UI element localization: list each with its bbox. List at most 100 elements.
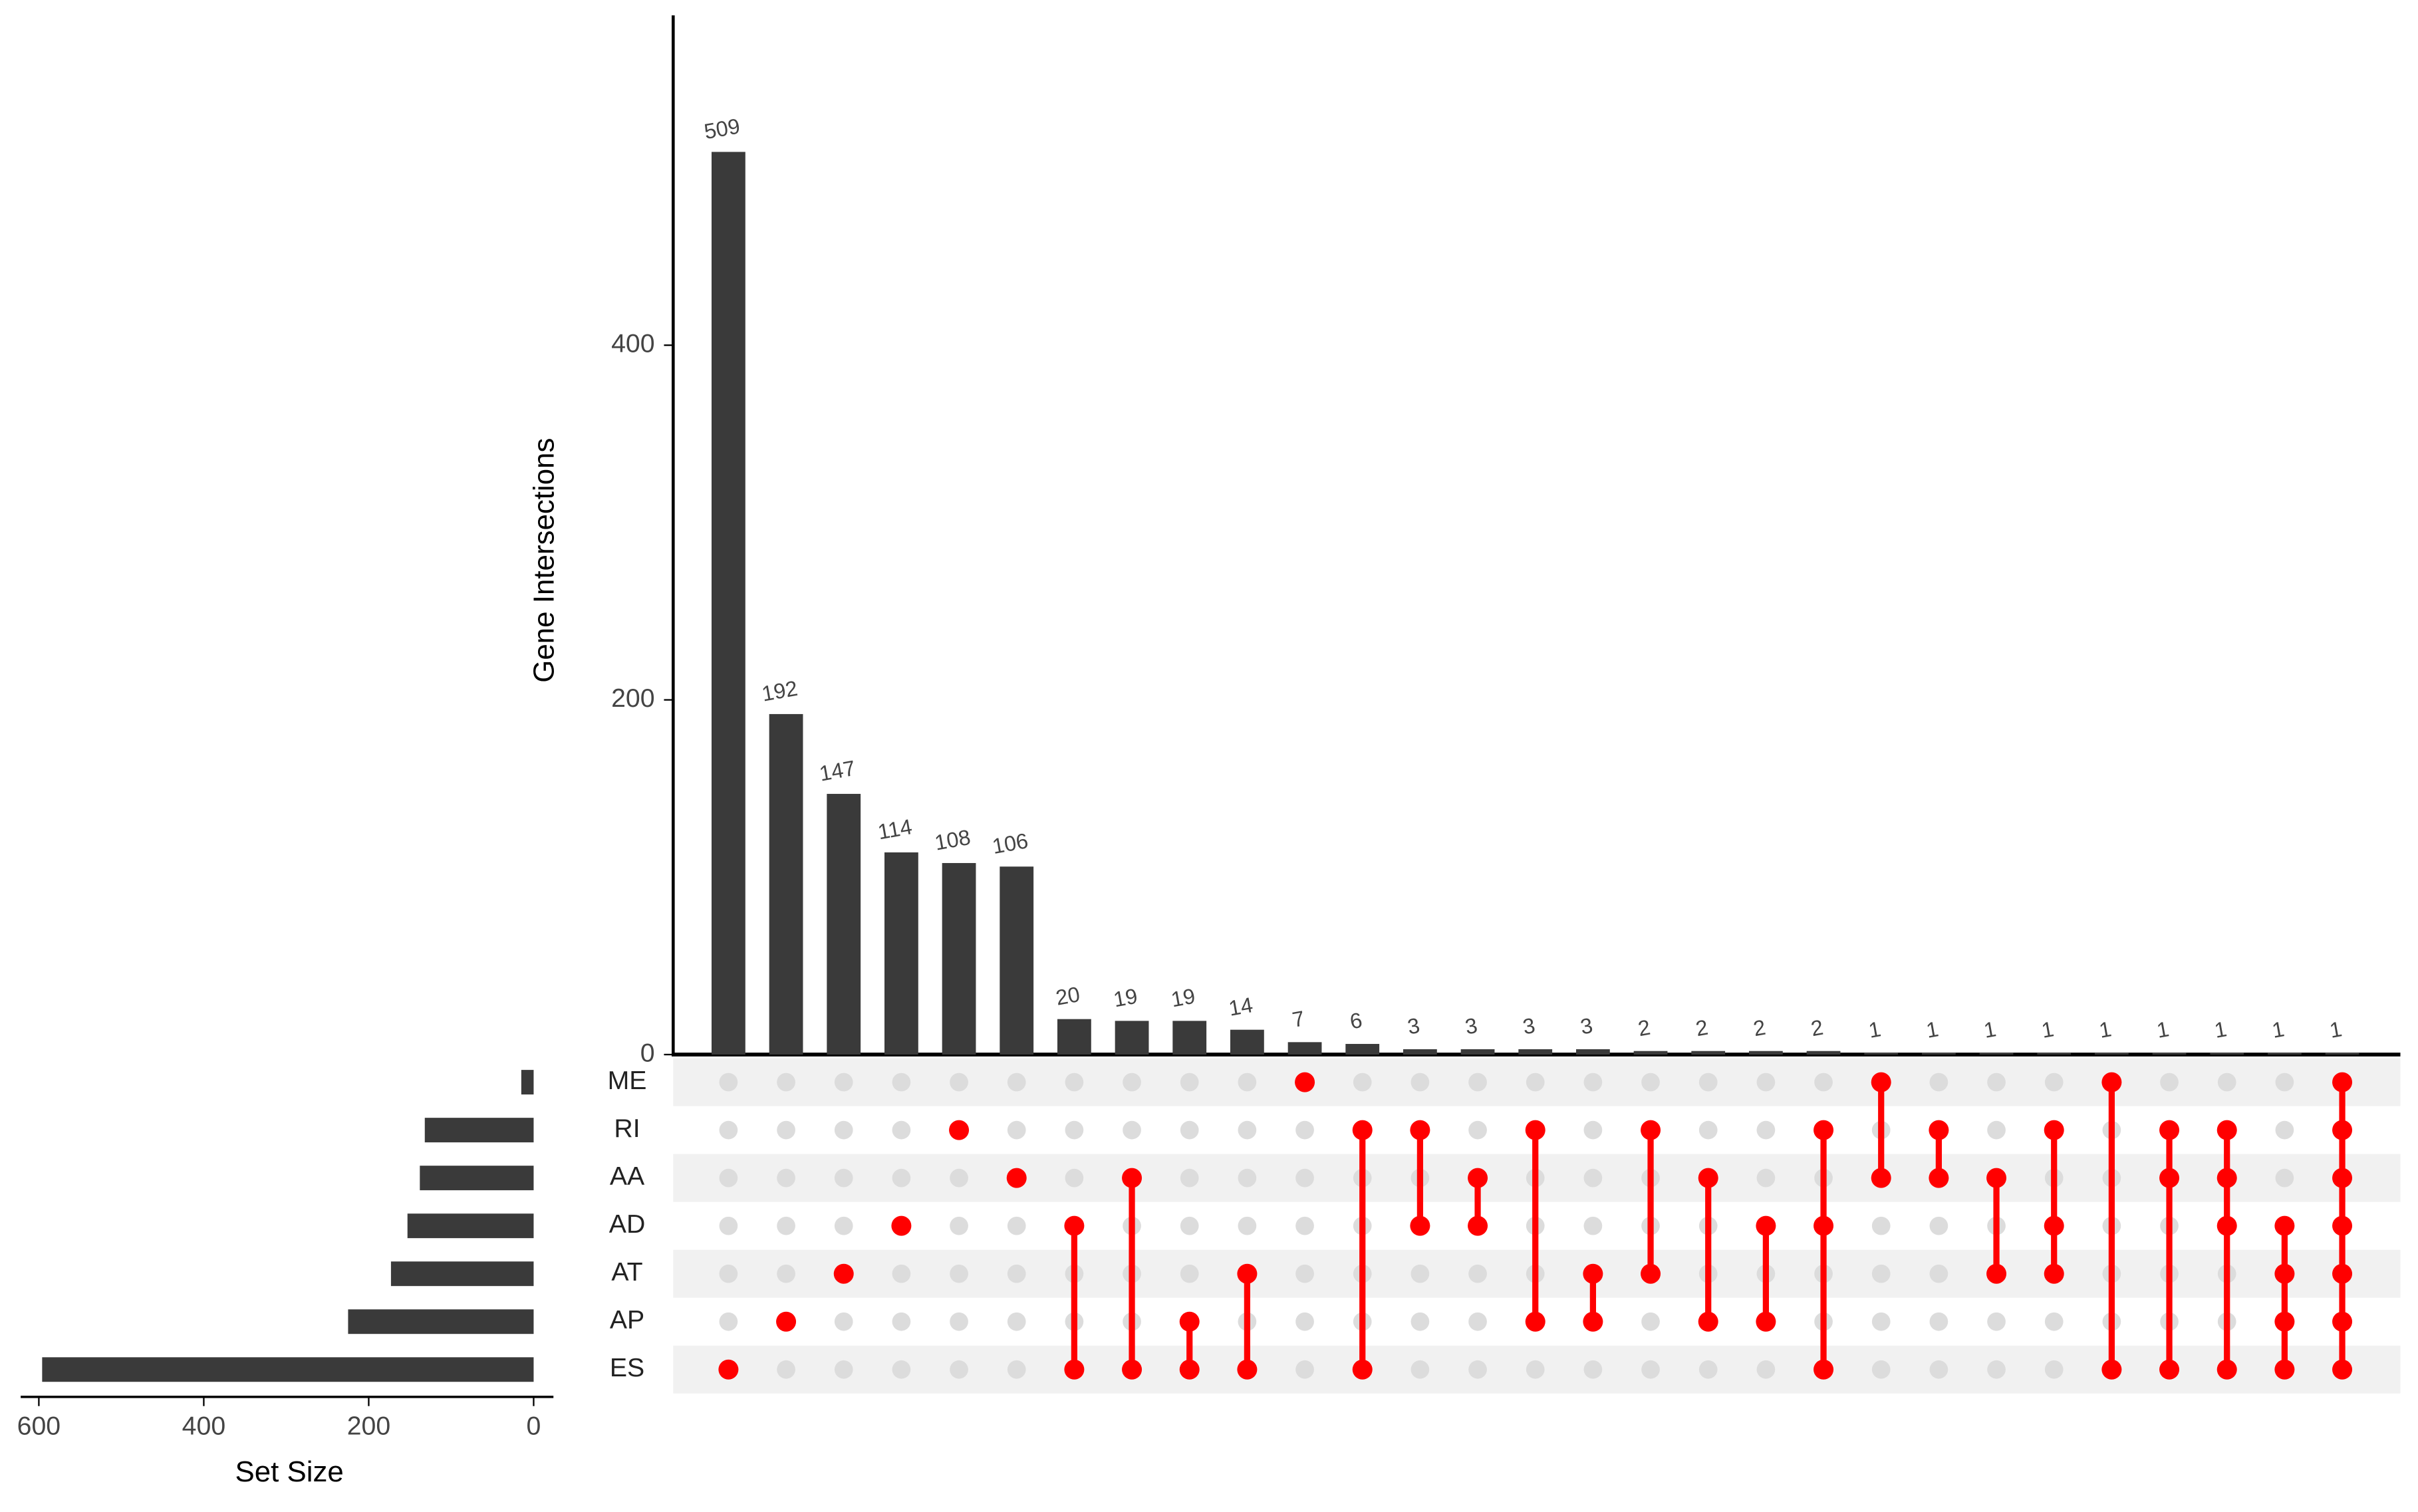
inactive-dot xyxy=(1007,1216,1026,1235)
inactive-dot xyxy=(1583,1072,1603,1092)
bar-value-label: 1 xyxy=(2155,1017,2171,1043)
intersection-bar xyxy=(1057,1019,1091,1055)
bar-value-label: 2 xyxy=(1809,1015,1825,1041)
inactive-dot xyxy=(2275,1168,2294,1188)
intersection-bar xyxy=(2094,1053,2129,1055)
inactive-dot xyxy=(719,1216,738,1235)
member-dot xyxy=(1179,1359,1200,1380)
member-dot xyxy=(2159,1120,2180,1140)
member-dot xyxy=(1410,1215,1430,1236)
member-dot xyxy=(1641,1263,1661,1284)
intersection-bar xyxy=(2037,1053,2072,1055)
bar-value-label: 2 xyxy=(1636,1015,1652,1041)
bar-value-label: 509 xyxy=(702,114,741,144)
member-dot xyxy=(2044,1215,2064,1236)
inactive-dot xyxy=(1123,1072,1141,1092)
inactive-dot xyxy=(1526,1072,1545,1092)
inactive-dot xyxy=(950,1264,968,1283)
intersection-bar xyxy=(1575,1049,1610,1055)
member-dot xyxy=(2216,1359,2237,1380)
member-dot xyxy=(776,1311,797,1332)
inactive-dot xyxy=(1007,1072,1026,1092)
member-dot xyxy=(718,1359,739,1380)
inactive-dot xyxy=(1123,1120,1141,1140)
member-dot xyxy=(833,1263,854,1284)
intersection-bar xyxy=(1230,1029,1264,1055)
member-dot xyxy=(2332,1168,2353,1188)
inactive-dot xyxy=(1180,1072,1199,1092)
inactive-dot xyxy=(834,1312,853,1331)
member-dot xyxy=(1352,1359,1373,1380)
bar-value-label: 6 xyxy=(1348,1008,1364,1034)
inactive-dot xyxy=(1468,1072,1487,1092)
bar-value-label: 1 xyxy=(2097,1017,2113,1043)
inactive-dot xyxy=(892,1264,911,1283)
inactive-dot xyxy=(1295,1264,1314,1283)
intersection-bar xyxy=(1172,1021,1207,1055)
inactive-dot xyxy=(1410,1264,1430,1283)
member-dot xyxy=(891,1215,912,1236)
inactive-dot xyxy=(777,1072,795,1092)
set-size-bar xyxy=(521,1070,534,1095)
inactive-dot xyxy=(1987,1360,2006,1379)
member-dot xyxy=(1814,1120,1834,1140)
inactive-dot xyxy=(1583,1168,1603,1188)
member-dot xyxy=(1814,1215,1834,1236)
set-size-bar xyxy=(424,1118,534,1143)
intersection-bar xyxy=(1460,1049,1495,1055)
inactive-dot xyxy=(2160,1072,2179,1092)
inactive-dot xyxy=(777,1216,795,1235)
inactive-dot xyxy=(1295,1360,1314,1379)
intersection-bar xyxy=(1691,1051,1726,1055)
member-dot xyxy=(2274,1359,2295,1380)
bar-value-label: 1 xyxy=(1925,1017,1941,1043)
member-dot xyxy=(2159,1359,2180,1380)
inactive-dot xyxy=(1007,1264,1026,1283)
inactive-dot xyxy=(2275,1072,2294,1092)
intersection-bar xyxy=(1518,1049,1553,1055)
bar-value-label: 147 xyxy=(817,756,857,786)
intersection-bar xyxy=(827,793,861,1055)
inactive-dot xyxy=(1065,1072,1084,1092)
member-dot xyxy=(1698,1168,1718,1188)
inactive-dot xyxy=(719,1312,738,1331)
bar-value-label: 3 xyxy=(1406,1013,1422,1039)
inactive-dot xyxy=(834,1360,853,1379)
inactive-dot xyxy=(834,1168,853,1188)
inactive-dot xyxy=(1295,1216,1314,1235)
inactive-dot xyxy=(1007,1120,1026,1140)
member-dot xyxy=(2216,1120,2237,1140)
inactive-dot xyxy=(1180,1168,1199,1188)
member-dot xyxy=(2044,1263,2064,1284)
set-name: ME xyxy=(608,1066,647,1095)
intersection-bar xyxy=(769,713,803,1055)
set-size-bar xyxy=(407,1213,534,1239)
inactive-dot xyxy=(2044,1360,2064,1379)
set-name: AA xyxy=(610,1162,645,1191)
member-dot xyxy=(1525,1311,1545,1332)
bar-value-label: 114 xyxy=(876,815,914,844)
member-dot xyxy=(1583,1263,1603,1284)
member-dot xyxy=(2274,1215,2295,1236)
intersection-bar xyxy=(712,152,745,1055)
member-dot xyxy=(1006,1168,1027,1188)
inactive-dot xyxy=(1007,1360,1026,1379)
member-dot xyxy=(2332,1072,2353,1092)
member-dot xyxy=(1064,1215,1085,1236)
set-size-bar xyxy=(390,1261,534,1287)
member-dot xyxy=(949,1120,970,1140)
member-dot xyxy=(1410,1120,1430,1140)
member-dot xyxy=(2332,1120,2353,1140)
inactive-dot xyxy=(1180,1120,1199,1140)
member-dot xyxy=(1468,1215,1488,1236)
bar-value-label: 1 xyxy=(2328,1017,2344,1043)
member-dot xyxy=(1698,1311,1718,1332)
y-tick-label: 200 xyxy=(611,684,654,713)
member-dot xyxy=(1756,1215,1776,1236)
inactive-dot xyxy=(834,1120,853,1140)
inactive-dot xyxy=(1987,1072,2006,1092)
inactive-dot xyxy=(1698,1120,1718,1140)
member-dot xyxy=(1583,1311,1603,1332)
x-tick-label: 400 xyxy=(182,1411,225,1440)
